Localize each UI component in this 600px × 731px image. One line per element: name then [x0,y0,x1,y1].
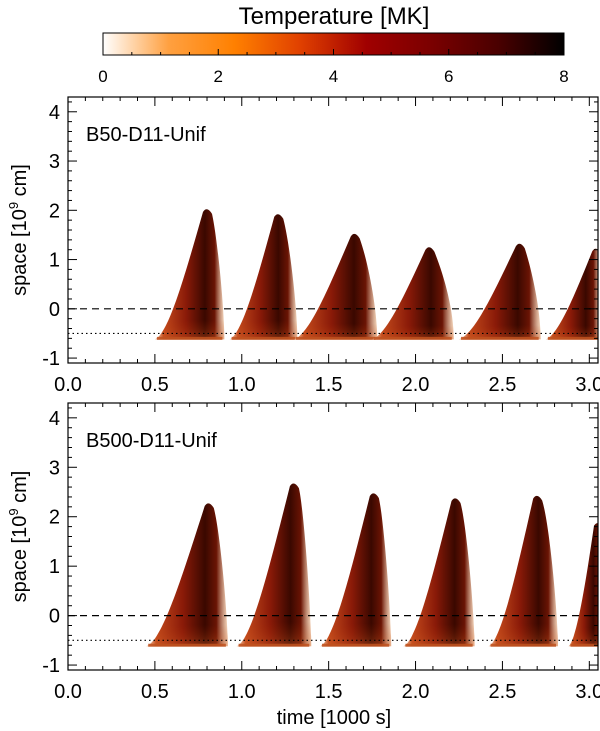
colorbar-tick-label: 2 [214,67,223,86]
colorbar-tick-label: 6 [444,67,453,86]
x-tick-label: 2.5 [489,374,517,396]
panel-b50: 0.0 0.5 1.0 1.5 2.0 2.5 3.0 -1 0 1 2 3 4 B50-D11-Unif… [6,96,600,396]
y-axis-label-suffix: cm] [9,164,31,202]
plume-base-shade [154,209,225,340]
plume-base-shade [568,523,598,647]
x-tick-label: 3.0 [575,681,600,703]
x-tick-label: 0.5 [141,681,169,703]
plume-base-shade [403,498,475,647]
y-axis-label: space [109 cm] [6,471,31,603]
x-tick-label: 2.0 [402,374,430,396]
colorbar: Temperature [MK] 0 2 4 6 8 [98,3,568,86]
plume-layer [154,209,598,340]
plume-base-shade [458,243,541,340]
y-tick-label: 4 [49,408,60,430]
plume-base-shade [236,483,312,647]
plume-base-shade [372,247,454,340]
colorbar-title: Temperature [MK] [239,3,430,30]
plume-base-shade [545,248,598,340]
x-axis-label: time [1000 s] [277,707,392,729]
panel-label: B500-D11-Unif [86,430,217,452]
y-tick-label: -1 [42,655,60,677]
x-tick-label: 1.5 [315,374,343,396]
plume-base-shade [293,233,378,340]
y-tick-label: -1 [42,348,60,370]
y-tick-label: 3 [49,457,60,479]
y-tick-label: 2 [49,200,60,222]
panel-label: B50-D11-Unif [86,124,206,146]
y-axis-label-exponent: 9 [6,202,21,209]
y-tick-label: 2 [49,507,60,529]
plume-base-shade [319,493,392,647]
panel-b500: 0.0 0.5 1.0 1.5 2.0 2.5 3.0 -1 0 1 2 3 4 B500-D11-Uni… [6,402,600,703]
y-axis-label-prefix: space [10 [9,516,31,603]
x-tick-label: 2.5 [489,681,517,703]
colorbar-tick-label: 4 [329,67,338,86]
x-tick-label: 2.0 [402,681,430,703]
x-tick-label: 3.0 [575,374,600,396]
plume-layer [146,483,598,647]
plume-base-shade [488,495,559,647]
plume-base-shade [229,214,298,340]
y-axis-label: space [109 cm] [6,164,31,296]
colorbar-tick-label: 8 [559,67,568,86]
y-axis-label-exponent: 9 [6,508,21,515]
y-tick-label: 3 [49,151,60,173]
y-tick-label: 4 [49,102,60,124]
x-tick-label: 0.0 [54,374,82,396]
y-tick-label: 0 [49,606,60,628]
y-tick-label: 0 [49,299,60,321]
y-tick-label: 1 [49,556,60,578]
y-axis-label-suffix: cm] [9,471,31,509]
x-tick-label: 0.0 [54,681,82,703]
x-tick-label: 1.0 [228,374,256,396]
x-tick-label: 1.5 [315,681,343,703]
x-tick-label: 0.5 [141,374,169,396]
colorbar-ticks: 0 2 4 6 8 [98,49,569,86]
plume-base-shade [146,503,228,647]
colorbar-tick-label: 0 [98,67,107,86]
y-tick-label: 1 [49,250,60,272]
y-axis-label-prefix: space [10 [9,209,31,296]
x-tick-label: 1.0 [228,681,256,703]
